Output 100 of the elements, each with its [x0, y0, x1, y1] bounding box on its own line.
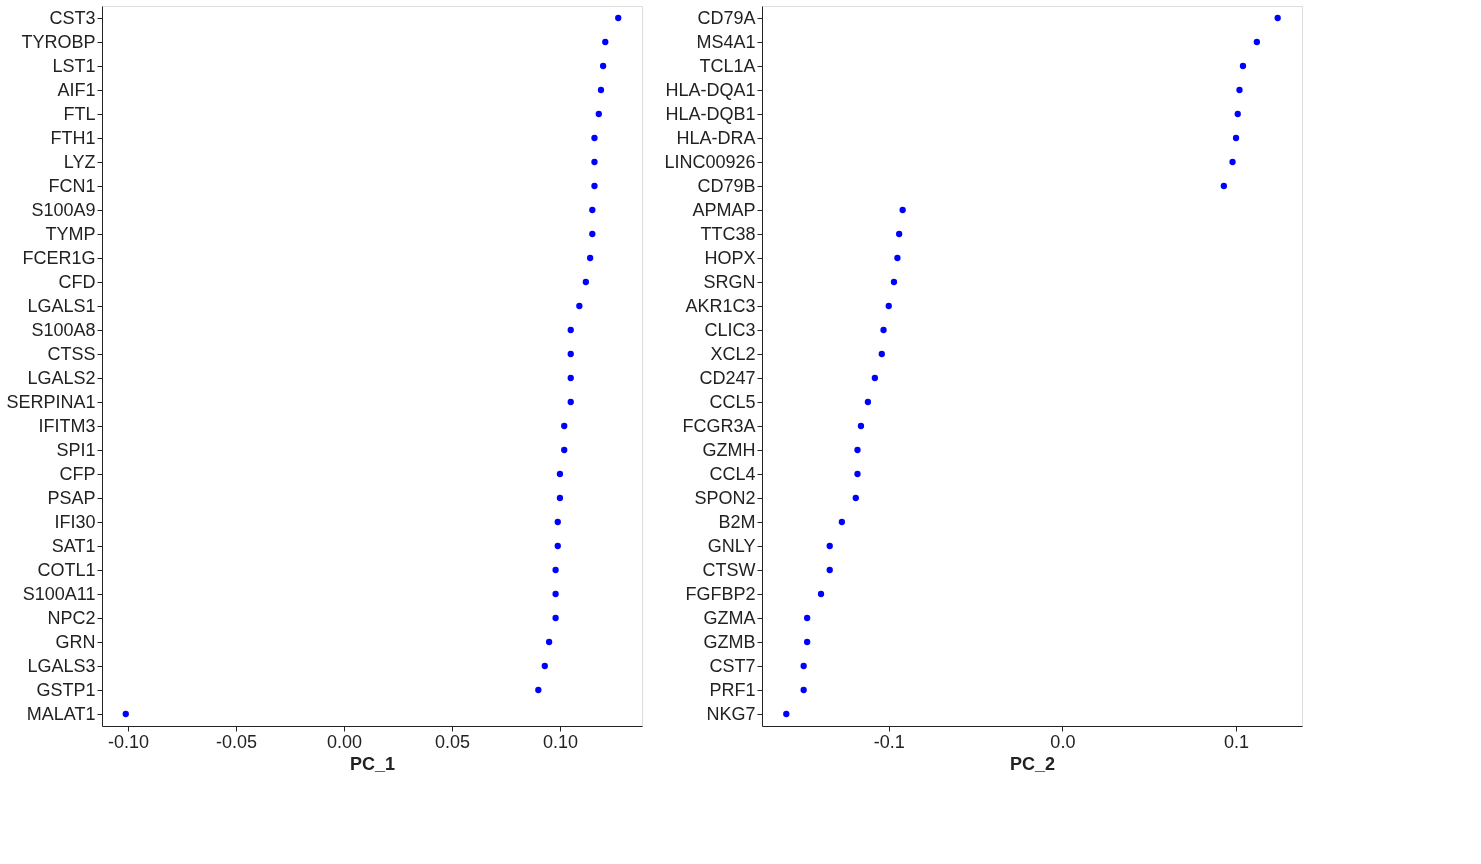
point: [852, 494, 859, 502]
point: [838, 518, 846, 526]
y-tick-label: CTSS: [47, 343, 96, 364]
y-tick-label: GZMB: [703, 631, 756, 652]
point: [615, 14, 622, 22]
point: [582, 278, 589, 286]
point: [1236, 86, 1243, 94]
point: [587, 254, 594, 262]
point: [567, 398, 574, 406]
point: [803, 638, 811, 646]
y-tick-label: S100A9: [31, 199, 96, 220]
point: [817, 590, 825, 598]
point: [541, 662, 548, 670]
point: [122, 710, 129, 718]
y-tick-label: SAT1: [51, 535, 96, 556]
x-tick-label: 0.1: [1224, 731, 1250, 752]
y-tick-label: TYMP: [45, 223, 96, 244]
point: [561, 422, 568, 430]
y-tick-label: GRN: [55, 631, 96, 652]
point: [567, 326, 574, 334]
y-tick-label: AIF1: [57, 79, 96, 100]
y-tick-label: FCN1: [48, 175, 96, 196]
y-tick-label: SRGN: [703, 271, 756, 292]
point: [591, 134, 598, 142]
point: [567, 374, 574, 382]
point: [880, 326, 887, 334]
y-tick-label: IFITM3: [38, 415, 96, 436]
y-tick-label: PRF1: [709, 679, 756, 700]
x-axis-title: PC_2: [1009, 753, 1056, 774]
point: [1253, 38, 1261, 46]
point: [545, 638, 553, 646]
point: [589, 230, 596, 238]
y-tick-label: S100A11: [22, 583, 96, 604]
point: [871, 374, 879, 382]
x-axis-title: PC_1: [349, 753, 396, 774]
point: [1234, 110, 1241, 118]
y-tick-label: GSTP1: [36, 679, 96, 700]
point: [826, 566, 833, 574]
y-tick-label: SPON2: [694, 487, 756, 508]
y-tick-label: CLIC3: [704, 319, 756, 340]
point: [800, 662, 807, 670]
point: [552, 566, 559, 574]
y-tick-label: IFI30: [54, 511, 96, 532]
y-tick-label: LINC00926: [664, 151, 756, 172]
point: [561, 446, 568, 454]
y-tick-label: SERPINA1: [6, 391, 96, 412]
y-tick-label: MS4A1: [696, 31, 756, 52]
y-tick-label: FGFBP2: [685, 583, 756, 604]
x-tick-label: -0.1: [873, 731, 905, 752]
y-tick-label: HLA-DQB1: [665, 103, 756, 124]
y-tick-label: APMAP: [692, 199, 756, 220]
point: [885, 302, 892, 310]
point: [896, 230, 903, 238]
point: [1274, 14, 1281, 22]
point: [554, 542, 561, 550]
y-tick-label: COTL1: [37, 559, 96, 580]
point: [595, 110, 602, 118]
point: [1239, 62, 1247, 70]
point: [878, 350, 885, 358]
point: [556, 494, 564, 502]
point: [783, 710, 790, 718]
point: [864, 398, 872, 406]
point: [591, 158, 598, 166]
y-tick-label: AKR1C3: [685, 295, 756, 316]
y-tick-label: LGALS1: [27, 295, 96, 316]
x-tick-label: 0.00: [326, 731, 362, 752]
point: [567, 350, 574, 358]
point: [589, 206, 596, 214]
point: [854, 446, 861, 454]
y-tick-label: CCL5: [709, 391, 756, 412]
y-tick-label: LGALS3: [27, 655, 96, 676]
point: [576, 302, 583, 310]
y-tick-label: MALAT1: [26, 703, 96, 724]
y-tick-label: NPC2: [47, 607, 96, 628]
x-tick-label: -0.05: [215, 731, 257, 752]
y-tick-label: CD79A: [697, 7, 756, 28]
point: [535, 686, 542, 694]
y-tick-label: CST7: [709, 655, 756, 676]
x-tick-label: 0.0: [1050, 731, 1076, 752]
point: [597, 86, 605, 94]
y-tick-label: XCL2: [710, 343, 756, 364]
y-tick-label: GZMH: [702, 439, 756, 460]
y-tick-label: LGALS2: [27, 367, 96, 388]
y-tick-label: PSAP: [47, 487, 96, 508]
x-tick-label: -0.10: [107, 731, 149, 752]
y-tick-label: TTC38: [700, 223, 756, 244]
point: [552, 590, 559, 598]
y-tick-label: LST1: [52, 55, 96, 76]
y-tick-label: S100A8: [31, 319, 96, 340]
point: [591, 182, 598, 190]
y-tick-label: FTH1: [50, 127, 96, 148]
point: [826, 542, 833, 550]
y-tick-label: NKG7: [706, 703, 756, 724]
y-tick-label: CFP: [59, 463, 96, 484]
y-tick-label: GZMA: [703, 607, 756, 628]
y-tick-label: CTSW: [702, 559, 756, 580]
y-tick-label: SPI1: [56, 439, 96, 460]
point: [857, 422, 865, 430]
point: [602, 38, 609, 46]
point: [854, 470, 861, 478]
